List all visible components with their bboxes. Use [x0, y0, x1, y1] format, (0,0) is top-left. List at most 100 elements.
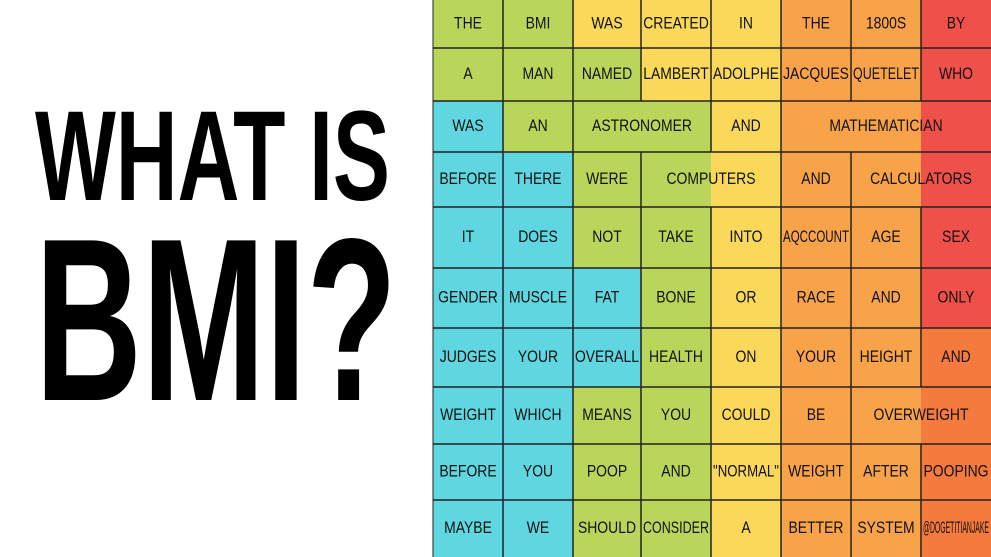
cell-background	[641, 328, 711, 387]
grid-word: GENDER	[438, 287, 498, 306]
cell-background	[851, 101, 921, 152]
cell-background	[503, 500, 573, 557]
cell-background	[433, 328, 503, 387]
grid-word: IT	[462, 227, 474, 246]
cell-background	[711, 500, 781, 557]
cell-background	[711, 444, 781, 500]
grid-word: AND	[661, 461, 690, 480]
grid-word: AND	[941, 347, 970, 366]
grid-word: FAT	[595, 287, 620, 306]
cell-background	[641, 0, 711, 48]
cell-background	[433, 387, 503, 444]
grid-word: YOU	[523, 461, 553, 480]
cell-background	[503, 101, 573, 152]
cell-background	[641, 48, 711, 101]
cell-background	[921, 328, 991, 387]
grid-word: BEFORE	[439, 461, 496, 480]
title-line-2: BMI?	[35, 191, 397, 450]
cell-background	[921, 48, 991, 101]
grid-word: BE	[807, 405, 826, 424]
cell-background	[711, 328, 781, 387]
cell-background	[641, 152, 711, 207]
grid-word: AND	[801, 169, 830, 188]
grid-word: WAS	[452, 116, 483, 135]
grid-word: QUETELET	[853, 64, 919, 83]
cell-background	[573, 268, 641, 328]
cell-background	[851, 387, 921, 444]
grid-word: IN	[739, 13, 753, 32]
grid-word: SEX	[942, 227, 970, 246]
cell-background	[641, 500, 711, 557]
grid-word: MEANS	[582, 405, 632, 424]
grid-word: LAMBERT	[643, 64, 709, 83]
cell-background	[711, 152, 781, 207]
cell-background	[641, 444, 711, 500]
grid-word: NAMED	[582, 64, 632, 83]
cell-background	[573, 48, 641, 101]
cell-background	[851, 0, 921, 48]
cell-background	[433, 444, 503, 500]
cell-background	[921, 101, 991, 152]
cell-background	[921, 387, 991, 444]
cell-background	[573, 207, 641, 268]
cell-background	[921, 268, 991, 328]
grid-word: WEIGHT	[788, 461, 844, 480]
grid-word: CREATED	[643, 13, 709, 32]
cell-background	[433, 101, 503, 152]
grid-word: OVERWEIGHT	[873, 405, 968, 424]
cell-background	[921, 500, 991, 557]
cell-background	[851, 152, 921, 207]
cell-background	[781, 268, 851, 328]
grid-word: A	[741, 518, 751, 537]
grid-word: MATHEMATICIAN	[829, 116, 942, 135]
cell-background	[433, 500, 503, 557]
grid-word: THE	[802, 13, 830, 32]
grid-word: ON	[736, 347, 757, 366]
grid-word: OR	[736, 287, 757, 306]
cell-background	[711, 48, 781, 101]
grid-word: COMPUTERS	[666, 169, 755, 188]
grid-word: BETTER	[789, 518, 844, 537]
cell-background	[573, 444, 641, 500]
grid-word: ASTRONOMER	[592, 116, 692, 135]
grid-word: THERE	[514, 169, 561, 188]
cell-background	[851, 48, 921, 101]
grid-word: CALCULATORS	[870, 169, 972, 188]
cell-background	[503, 152, 573, 207]
cell-background	[503, 444, 573, 500]
grid-word: AGE	[871, 227, 900, 246]
cell-background	[433, 152, 503, 207]
cell-background	[711, 0, 781, 48]
grid-word: "NORMAL"	[713, 461, 779, 480]
grid-word: AND	[871, 287, 900, 306]
cell-background	[503, 328, 573, 387]
grid-word: DOES	[518, 227, 558, 246]
cell-background	[851, 500, 921, 557]
cell-background	[921, 444, 991, 500]
grid-word: NOT	[592, 227, 621, 246]
grid-word: SHOULD	[578, 518, 636, 537]
grid-word: POOPING	[923, 461, 988, 480]
cell-background	[921, 152, 991, 207]
grid-word: TAKE	[658, 227, 693, 246]
grid-word: BONE	[656, 287, 696, 306]
grid-word: JACQUES	[783, 64, 849, 83]
grid-word: RACE	[797, 287, 836, 306]
grid-word: COULD	[722, 405, 771, 424]
cell-background	[781, 444, 851, 500]
cell-background	[433, 268, 503, 328]
cell-background	[781, 0, 851, 48]
grid-word: AFTER	[863, 461, 909, 480]
cell-background	[781, 152, 851, 207]
grid-word: A	[463, 64, 473, 83]
cell-background	[711, 268, 781, 328]
grid-word: MAYBE	[444, 518, 492, 537]
cell-background	[573, 101, 641, 152]
cell-background	[573, 500, 641, 557]
grid-word: WERE	[586, 169, 628, 188]
cell-background	[711, 101, 781, 152]
cell-background	[781, 101, 851, 152]
cell-background	[781, 48, 851, 101]
cell-background	[781, 328, 851, 387]
